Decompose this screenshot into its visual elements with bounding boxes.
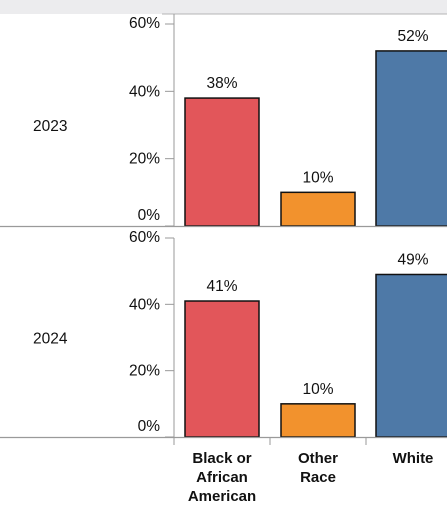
data-label: 52% [397, 28, 428, 45]
bar [280, 191, 356, 227]
data-label: 49% [397, 251, 428, 268]
bar [184, 300, 260, 438]
category-label: Race [300, 469, 336, 486]
y-tick-label: 40% [129, 83, 160, 100]
bar [280, 403, 356, 438]
category-label: African [196, 469, 248, 486]
data-label: 41% [206, 278, 237, 295]
y-tick-label: 20% [129, 151, 160, 168]
y-tick-label: 60% [129, 229, 160, 246]
header-band [0, 0, 447, 14]
category-label: American [188, 488, 256, 505]
row-label: 2024 [33, 331, 68, 348]
y-tick-label: 0% [138, 207, 161, 224]
data-label: 10% [302, 381, 333, 398]
bar [375, 50, 447, 227]
category-label: Black or [192, 450, 251, 467]
y-tick-label: 20% [129, 363, 160, 380]
y-tick-label: 60% [129, 15, 160, 32]
bar [184, 97, 260, 227]
data-label: 38% [206, 75, 237, 92]
bar [375, 273, 447, 438]
category-label: White [393, 450, 434, 467]
data-label: 10% [302, 169, 333, 186]
y-tick-label: 0% [138, 418, 161, 435]
category-label: Other [298, 450, 338, 467]
row-label: 2023 [33, 118, 67, 135]
y-tick-label: 40% [129, 296, 160, 313]
